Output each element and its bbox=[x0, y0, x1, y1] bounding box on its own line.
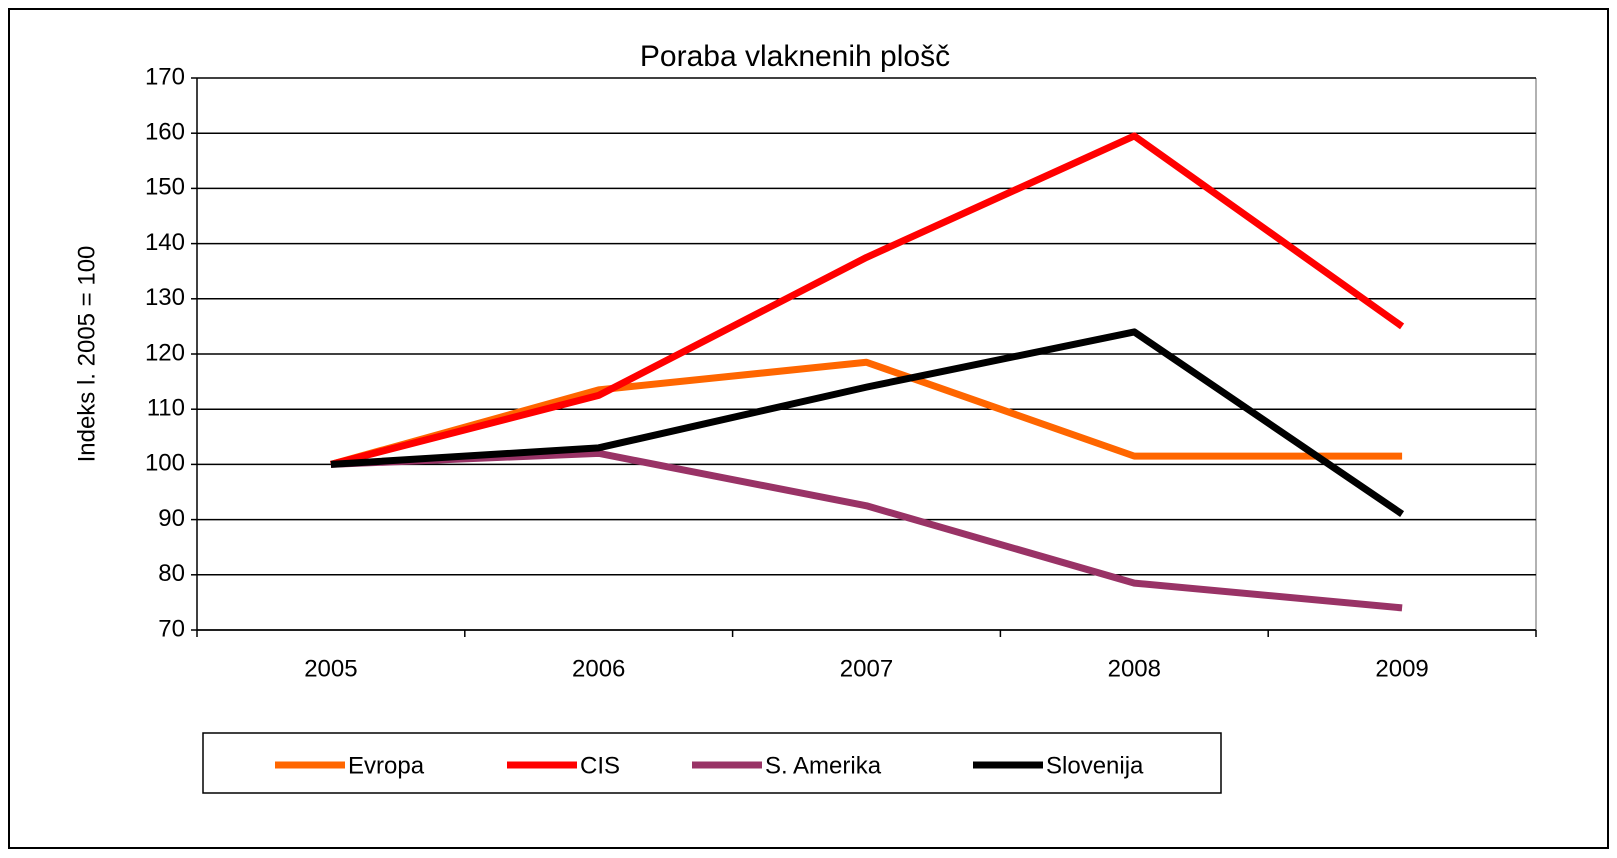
chart-title: Poraba vlaknenih plošč bbox=[640, 40, 950, 73]
y-tick-label: 110 bbox=[147, 395, 185, 422]
x-tick-label: 2006 bbox=[572, 655, 625, 682]
series-line bbox=[330, 449, 1403, 612]
y-tick-label: 160 bbox=[145, 119, 185, 146]
legend-label: CIS bbox=[580, 752, 620, 779]
y-tick-label: 90 bbox=[158, 505, 185, 532]
y-axis-label: Indeks l. 2005 = 100 bbox=[73, 246, 100, 463]
legend-label: Slovenija bbox=[1046, 752, 1144, 779]
y-tick-label: 80 bbox=[158, 560, 185, 587]
series-line bbox=[329, 358, 1403, 468]
y-tick-label: 140 bbox=[145, 229, 185, 256]
x-tick-label: 2008 bbox=[1108, 655, 1161, 682]
chart-border bbox=[8, 8, 1609, 849]
legend-label: S. Amerika bbox=[765, 752, 882, 779]
y-tick-label: 170 bbox=[145, 63, 185, 90]
series-line bbox=[330, 132, 1405, 468]
y-tick-label: 130 bbox=[145, 284, 185, 311]
x-tick-label: 2007 bbox=[840, 655, 893, 682]
y-tick-label: 70 bbox=[158, 615, 185, 642]
y-tick-label: 100 bbox=[145, 450, 185, 477]
y-tick-label: 120 bbox=[145, 339, 185, 366]
x-tick-label: 2005 bbox=[304, 655, 357, 682]
y-tick-label: 150 bbox=[145, 174, 185, 201]
x-tick-label: 2009 bbox=[1375, 655, 1428, 682]
legend-label: Evropa bbox=[348, 752, 425, 779]
series-line bbox=[330, 328, 1405, 517]
